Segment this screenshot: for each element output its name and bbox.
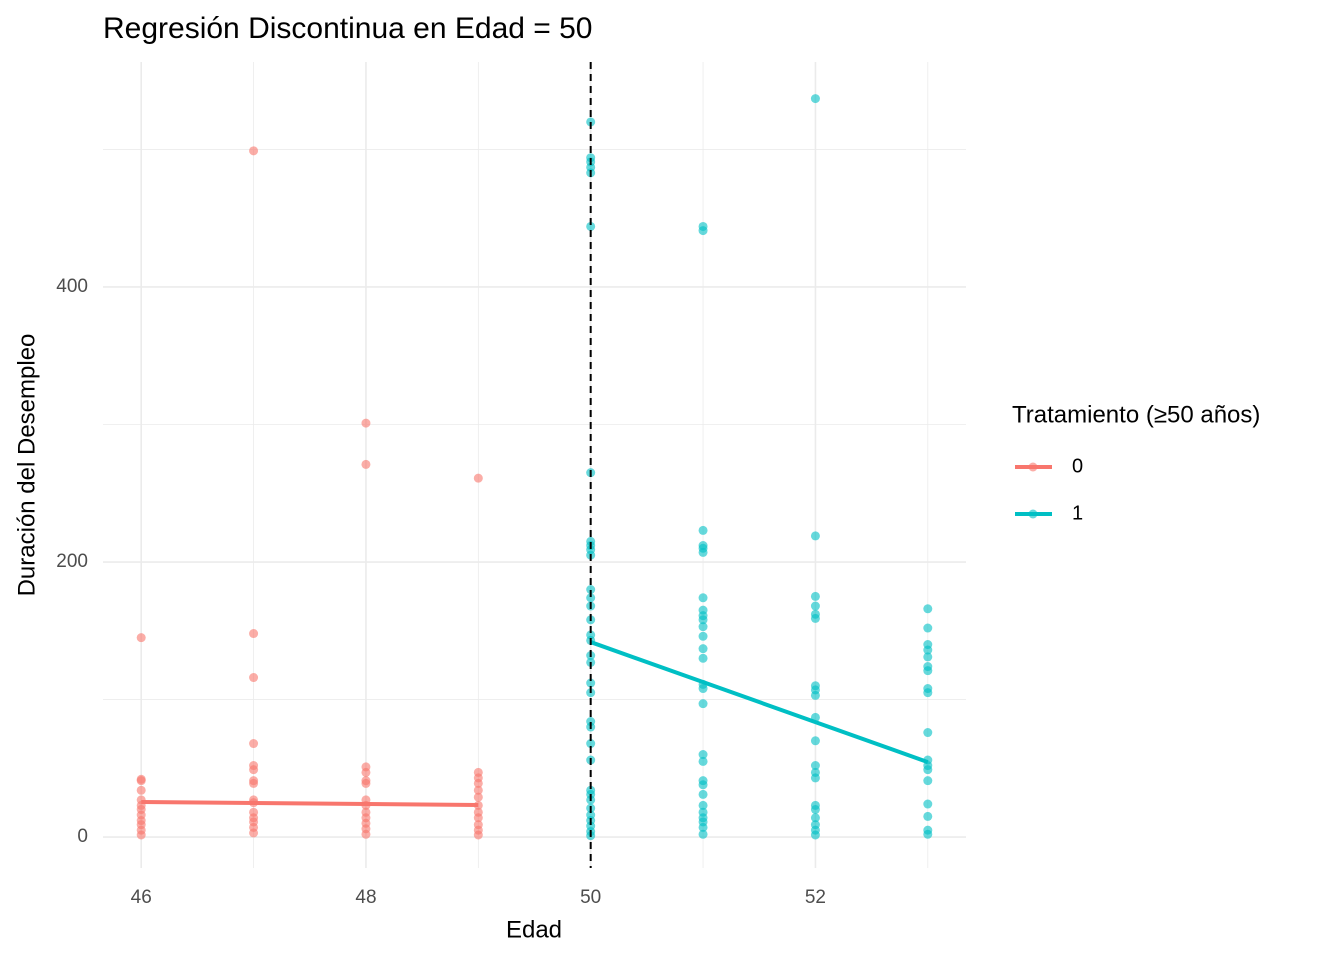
point bbox=[473, 813, 483, 823]
point bbox=[473, 473, 483, 483]
point bbox=[586, 585, 596, 595]
chart-title: Regresión Discontinua en Edad = 50 bbox=[103, 12, 593, 45]
y-tick-label: 200 bbox=[56, 551, 88, 572]
point bbox=[698, 525, 708, 535]
point bbox=[698, 699, 708, 709]
point bbox=[698, 829, 708, 839]
point bbox=[136, 785, 146, 795]
legend-key-point bbox=[1028, 462, 1038, 472]
point bbox=[698, 789, 708, 799]
x-tick-label: 52 bbox=[805, 887, 826, 908]
legend-label: 0 bbox=[1072, 455, 1083, 477]
fit-line bbox=[590, 640, 929, 764]
point bbox=[249, 629, 259, 639]
point bbox=[810, 613, 820, 623]
point bbox=[923, 799, 933, 809]
point bbox=[249, 765, 259, 775]
point bbox=[810, 591, 820, 601]
point bbox=[810, 830, 820, 840]
point bbox=[923, 623, 933, 633]
legend-label: 1 bbox=[1072, 502, 1083, 524]
point bbox=[698, 800, 708, 810]
point bbox=[361, 418, 371, 428]
point bbox=[810, 601, 820, 611]
point bbox=[923, 765, 933, 775]
point bbox=[249, 778, 259, 788]
point bbox=[136, 633, 146, 643]
point bbox=[473, 830, 483, 840]
point bbox=[136, 776, 146, 786]
point bbox=[923, 688, 933, 698]
point bbox=[923, 645, 933, 655]
x-tick-label: 50 bbox=[580, 887, 601, 908]
point bbox=[698, 780, 708, 790]
point bbox=[249, 739, 259, 749]
point bbox=[586, 739, 596, 749]
legend-title: Tratamiento (≥50 años) bbox=[1012, 401, 1260, 428]
x-tick-label: 48 bbox=[355, 887, 376, 908]
point bbox=[698, 644, 708, 654]
point bbox=[136, 830, 146, 840]
point bbox=[810, 813, 820, 823]
point bbox=[698, 593, 708, 603]
point bbox=[810, 690, 820, 700]
point bbox=[249, 146, 259, 156]
x-axis-title: Edad bbox=[506, 916, 562, 943]
point bbox=[698, 653, 708, 663]
point bbox=[810, 94, 820, 104]
point bbox=[249, 828, 259, 838]
x-tick-label: 46 bbox=[131, 887, 152, 908]
point bbox=[586, 678, 596, 688]
point bbox=[586, 221, 596, 231]
point bbox=[923, 604, 933, 614]
fit-line bbox=[141, 799, 479, 808]
point bbox=[810, 761, 820, 771]
point bbox=[361, 829, 371, 839]
point bbox=[473, 785, 483, 795]
point bbox=[923, 666, 933, 676]
point bbox=[923, 652, 933, 662]
point bbox=[810, 736, 820, 746]
point bbox=[698, 547, 708, 557]
legend-key-point bbox=[1028, 509, 1038, 519]
point bbox=[923, 829, 933, 839]
point bbox=[698, 822, 708, 832]
point bbox=[923, 811, 933, 821]
point bbox=[698, 622, 708, 632]
point bbox=[810, 773, 820, 783]
point bbox=[923, 776, 933, 786]
point bbox=[698, 615, 708, 625]
point bbox=[698, 750, 708, 760]
y-tick-label: 400 bbox=[56, 276, 88, 297]
point bbox=[698, 756, 708, 766]
point bbox=[586, 593, 596, 603]
point bbox=[586, 117, 596, 127]
y-tick-label: 0 bbox=[77, 826, 88, 847]
point bbox=[361, 767, 371, 777]
point bbox=[473, 778, 483, 788]
point bbox=[810, 805, 820, 815]
y-axis-title: Duración del Desempleo bbox=[13, 334, 40, 597]
point bbox=[249, 673, 259, 683]
point bbox=[698, 226, 708, 236]
point bbox=[923, 728, 933, 738]
point bbox=[698, 684, 708, 694]
point bbox=[361, 459, 371, 469]
point bbox=[473, 792, 483, 802]
point bbox=[361, 778, 371, 788]
point bbox=[810, 531, 820, 541]
point bbox=[698, 631, 708, 641]
